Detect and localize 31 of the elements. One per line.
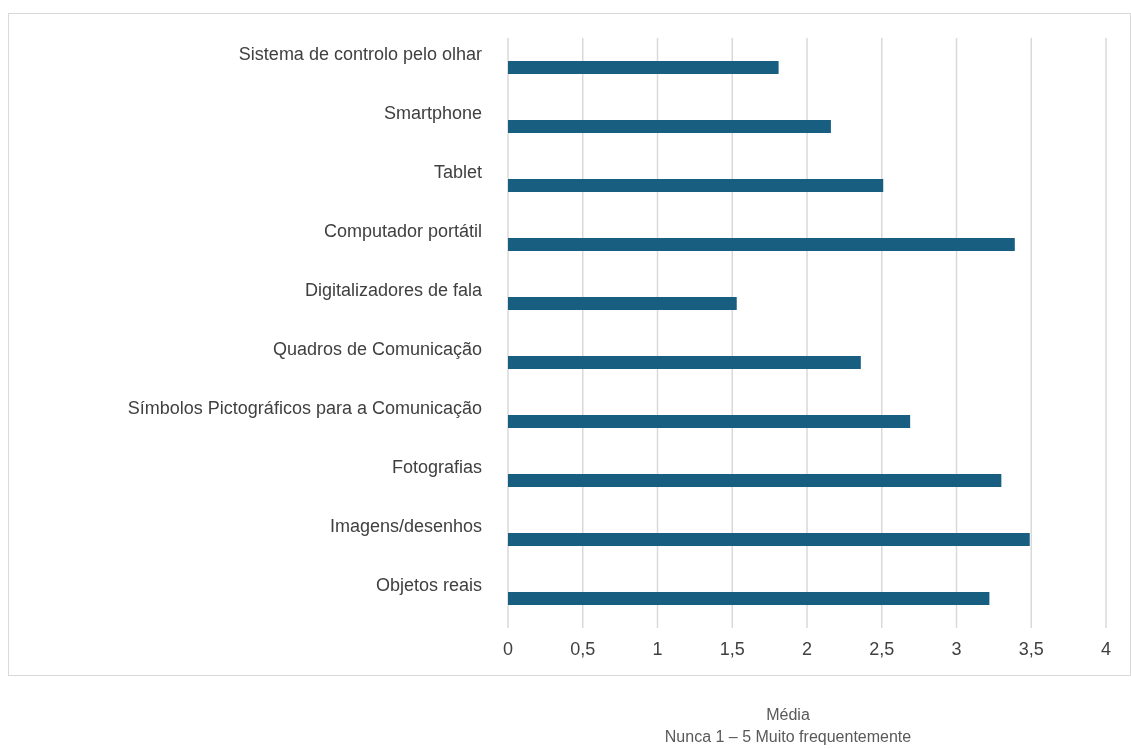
y-tick-label: Imagens/desenhos: [329, 516, 482, 537]
y-tick-label: Sistema de controlo pelo olhar: [238, 44, 483, 65]
bar: [508, 356, 861, 369]
x-axis-title: Média: [765, 705, 811, 725]
y-tick-label: Tablet: [433, 162, 482, 183]
x-tick-label: 1,5: [719, 638, 745, 659]
x-tick-label: 3,5: [1018, 638, 1044, 659]
y-tick-label: Quadros de Comunicação: [272, 339, 482, 360]
bar: [508, 415, 911, 428]
y-tick-label: Símbolos Pictográficos para a Comunicação: [127, 398, 482, 419]
y-tick-label: Objetos reais: [375, 575, 482, 596]
x-tick-label: 1: [652, 638, 663, 659]
x-tick-label: 0,5: [570, 638, 596, 659]
x-tick-label: 0: [502, 638, 514, 659]
bar: [508, 179, 884, 192]
y-tick-label: Computador portátil: [323, 221, 482, 242]
bar: [508, 297, 737, 310]
bar: [508, 120, 831, 133]
y-tick-label: Smartphone: [383, 103, 482, 124]
x-tick-label: 2,5: [869, 638, 895, 659]
bar: [508, 238, 1015, 251]
x-tick-label: 3: [951, 638, 962, 659]
bar: [508, 592, 990, 605]
x-tick-label: 4: [1100, 638, 1112, 659]
y-tick-label: Digitalizadores de fala: [304, 280, 483, 301]
bar: [508, 474, 1002, 487]
y-tick-label: Fotografias: [391, 457, 482, 478]
x-tick-label: 2: [801, 638, 813, 659]
text: Nunca 1 – 5 Muito frequentemente: [663, 727, 913, 747]
bar: [508, 533, 1030, 546]
bar: [508, 61, 779, 74]
